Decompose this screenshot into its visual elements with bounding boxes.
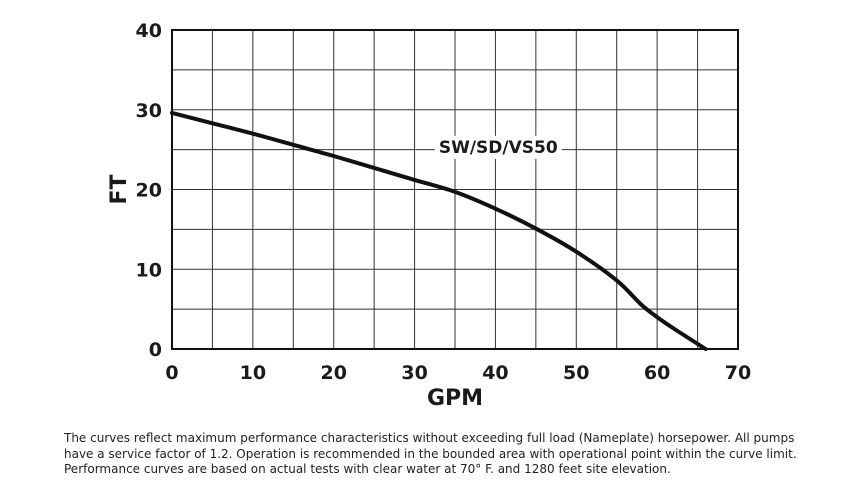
x-tick-label: 70 xyxy=(725,362,751,384)
y-tick-label: 30 xyxy=(136,100,162,122)
series-label-background xyxy=(434,135,562,159)
chart-series: SW/SD/VS50 xyxy=(170,110,708,351)
x-tick-label: 20 xyxy=(320,362,346,384)
plot-frame xyxy=(171,29,739,350)
x-tick-label: 30 xyxy=(401,362,427,384)
chart-grid xyxy=(171,29,739,350)
y-tick-labels: 0 10 20 30 40 xyxy=(136,20,162,361)
y-tick-label: 10 xyxy=(136,259,162,281)
footnote: The curves reflect maximum performance c… xyxy=(64,431,804,478)
x-tick-label: 40 xyxy=(482,362,508,384)
footnote-line-1: The curves reflect maximum performance c… xyxy=(64,431,795,445)
y-tick-label: 20 xyxy=(136,180,162,202)
y-tick-label: 0 xyxy=(149,339,162,361)
y-tick-label: 40 xyxy=(136,20,162,42)
x-tick-label: 10 xyxy=(240,362,266,384)
footnote-line-2: have a service factor of 1.2. Operation … xyxy=(64,446,797,461)
footnote-line-3: Performance curves are based on actual t… xyxy=(64,462,671,476)
x-tick-label: 60 xyxy=(644,362,670,384)
x-tick-label: 0 xyxy=(165,362,178,384)
x-axis-title: GPM xyxy=(427,386,483,411)
series-label: SW/SD/VS50 xyxy=(439,138,558,158)
y-axis-title: FT xyxy=(107,174,132,204)
series-line xyxy=(170,110,708,351)
x-tick-label: 50 xyxy=(563,362,589,384)
x-tick-labels: 0 10 20 30 40 50 60 70 xyxy=(165,362,751,384)
